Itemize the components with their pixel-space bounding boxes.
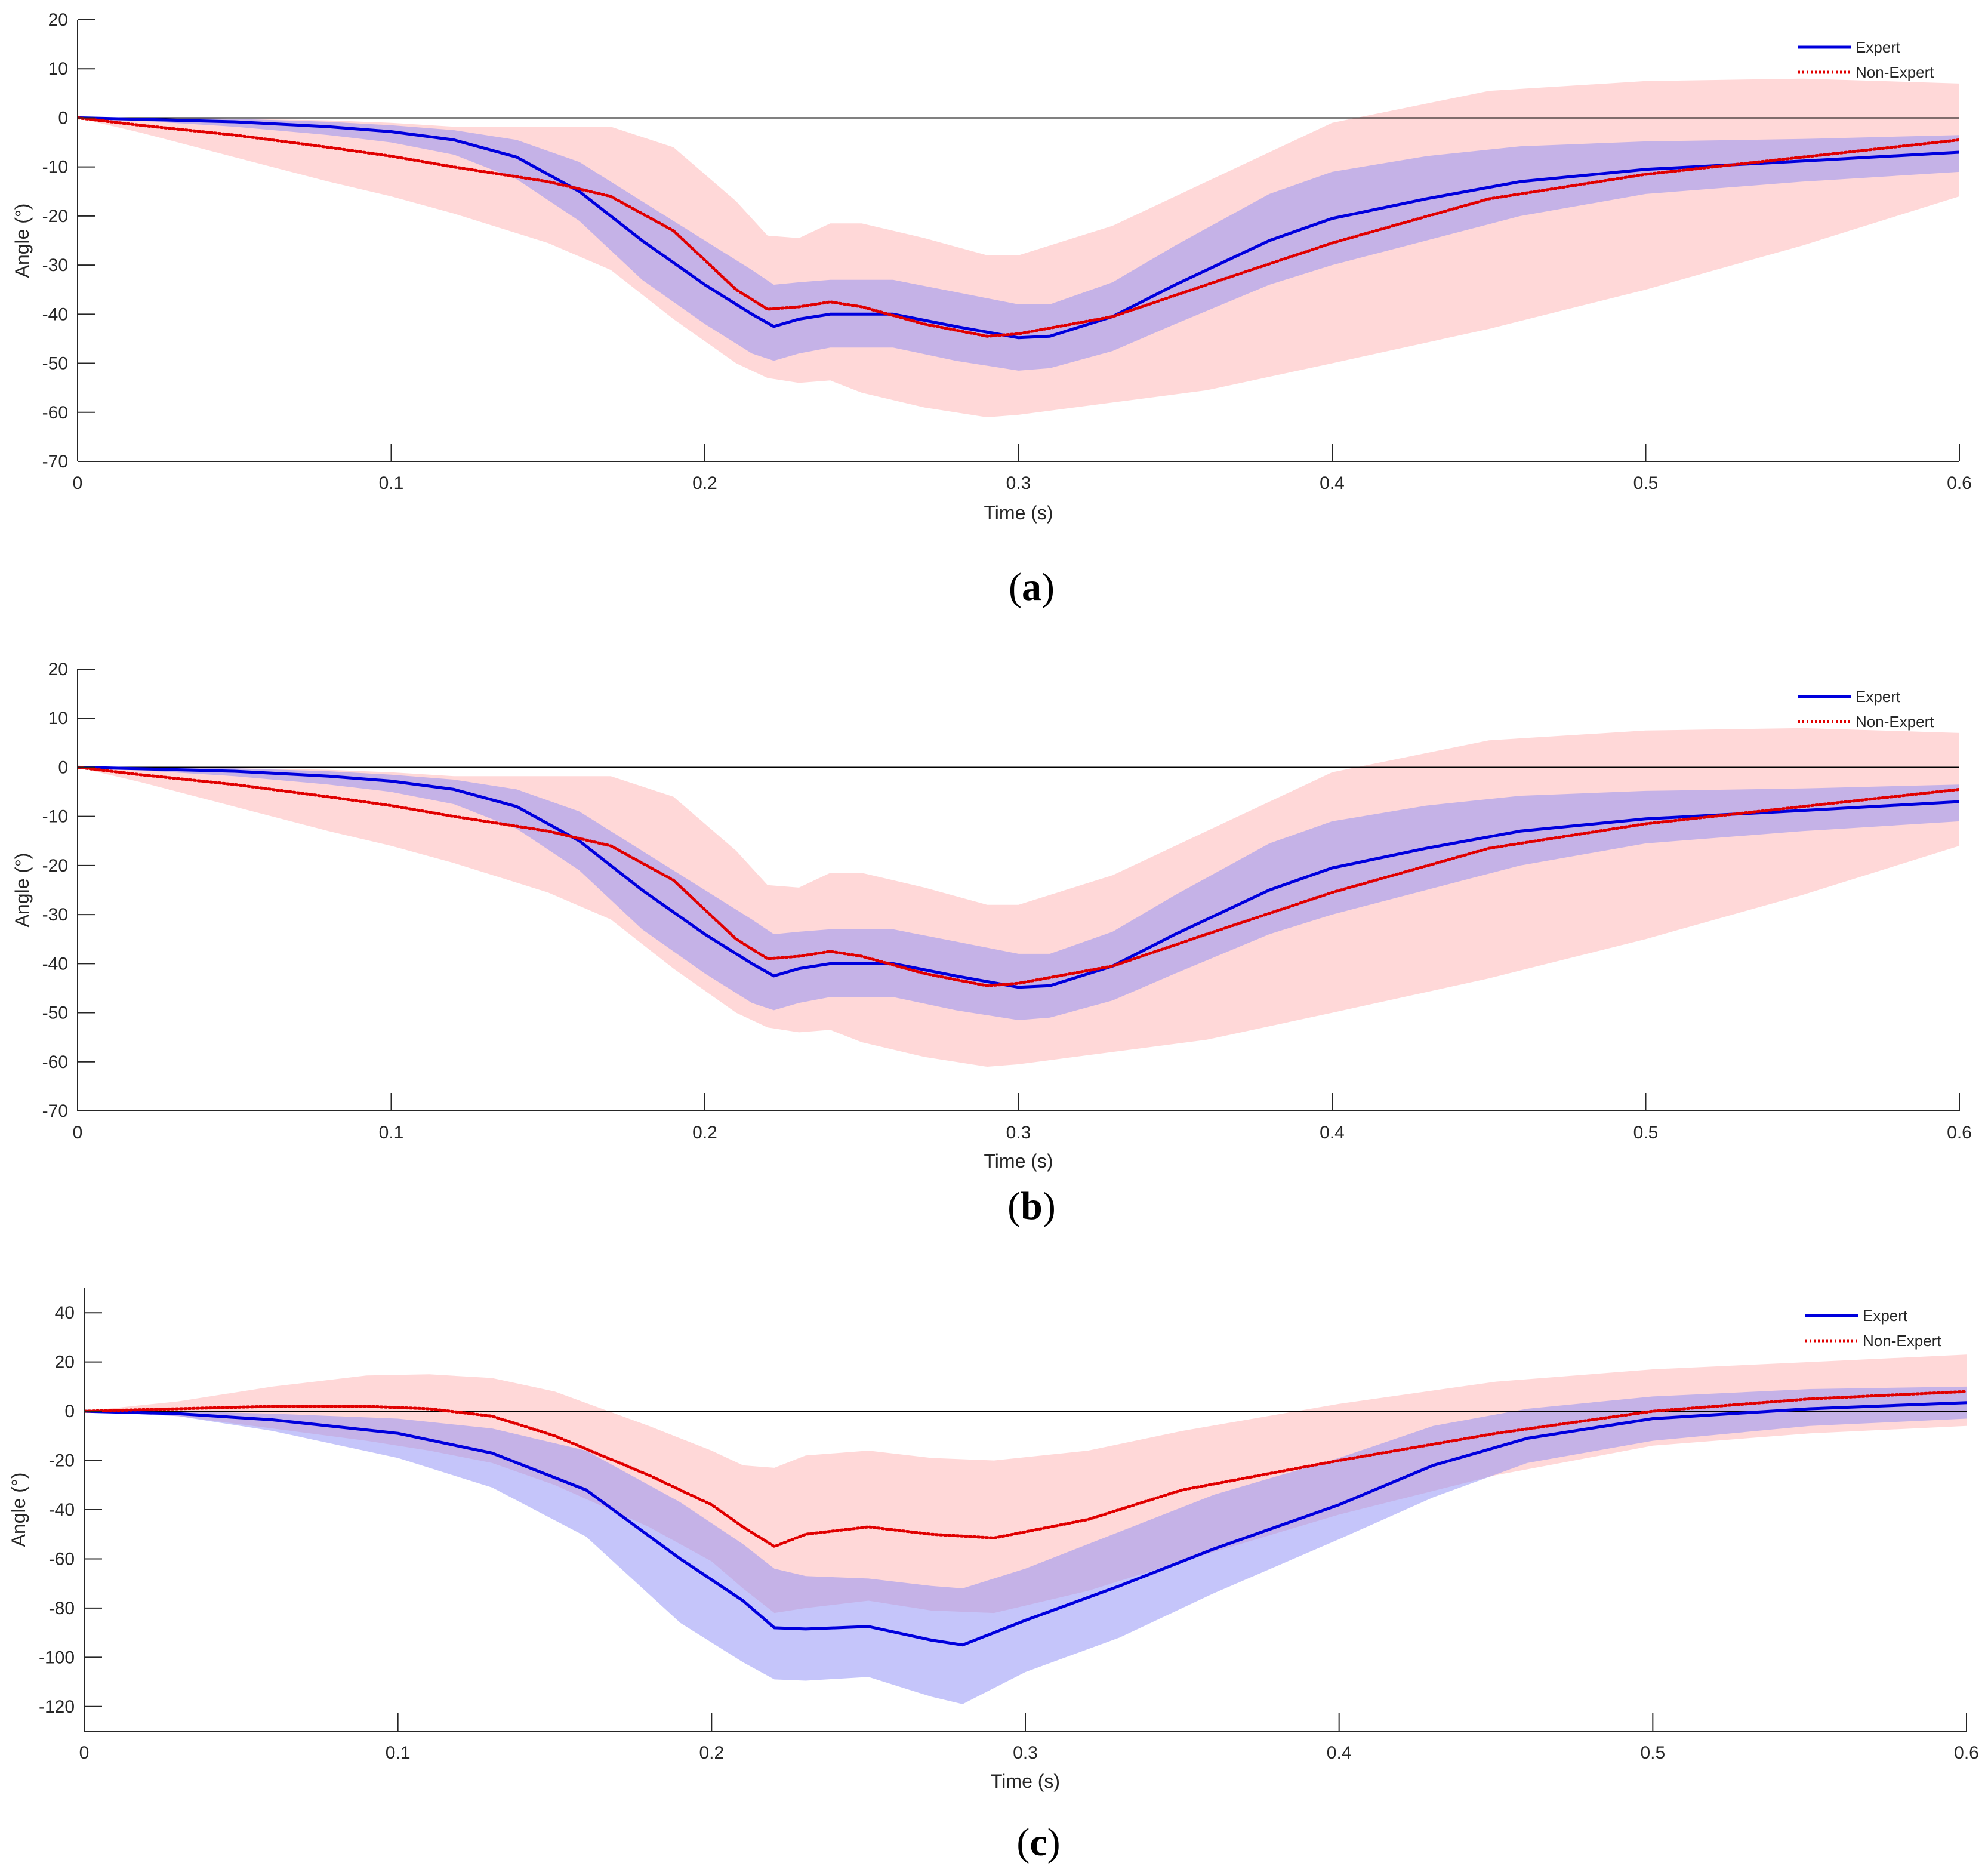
legend-expert-label: Expert xyxy=(1863,1307,1908,1325)
panel-label: (c) xyxy=(1016,1821,1060,1864)
x-tick-label: 0.2 xyxy=(692,473,717,493)
x-tick-label: 0.1 xyxy=(379,1123,404,1143)
x-tick-label: 0 xyxy=(79,1743,90,1763)
plot-area xyxy=(78,728,1959,1067)
y-tick-label: 40 xyxy=(55,1303,75,1323)
x-tick-label: 0 xyxy=(73,1123,83,1143)
legend-expert-label: Expert xyxy=(1856,38,1901,56)
x-tick-label: 0.6 xyxy=(1947,1123,1972,1143)
y-tick-label: 20 xyxy=(48,10,68,30)
x-tick-label: 0.3 xyxy=(1006,473,1031,493)
y-tick-label: -60 xyxy=(49,1549,75,1569)
y-tick-label: -10 xyxy=(42,807,68,827)
y-tick-label: -50 xyxy=(42,354,68,374)
y-tick-label: 20 xyxy=(55,1353,75,1372)
y-tick-label: -40 xyxy=(49,1500,75,1520)
x-tick-label: 0.6 xyxy=(1947,473,1972,493)
non-expert-series-line xyxy=(78,116,1959,338)
non-expert-series-line xyxy=(84,1390,1967,1548)
y-tick-label: 10 xyxy=(48,59,68,79)
expert-band xyxy=(84,1386,1967,1704)
x-tick-label: 0.5 xyxy=(1633,473,1659,493)
y-tick-label: -20 xyxy=(49,1451,75,1471)
y-axis-title: Angle (°) xyxy=(11,204,33,278)
y-tick-label: -70 xyxy=(42,452,68,472)
y-tick-label: 0 xyxy=(58,108,68,128)
expert-series-line xyxy=(78,116,1959,340)
chart-panel-3: 40 20 0 -20 -40 -60 -80 -100 -120 0 0.1 0.2 0.3 0.4 0.… xyxy=(8,1288,1979,1864)
y-tick-label: -40 xyxy=(42,304,68,324)
y-tick-label: 0 xyxy=(64,1402,75,1421)
expert-series-line xyxy=(78,765,1959,989)
legend-non-expert-label: Non-Expert xyxy=(1856,63,1934,81)
plot-area xyxy=(78,78,1959,417)
y-tick-label: -20 xyxy=(42,207,68,226)
y-tick-label: -30 xyxy=(42,905,68,925)
x-tick-label: 0.3 xyxy=(1006,1123,1031,1143)
legend-non-expert-label: Non-Expert xyxy=(1863,1332,1941,1350)
x-tick-label: 0.5 xyxy=(1640,1743,1665,1763)
plot-area xyxy=(84,1354,1967,1704)
legend-expert-label: Expert xyxy=(1856,688,1901,706)
y-tick-label: -120 xyxy=(39,1697,75,1717)
x-tick-label: 0.6 xyxy=(1954,1743,1979,1763)
x-tick-label: 0.4 xyxy=(1320,473,1345,493)
y-tick-label: -30 xyxy=(42,255,68,275)
legend-non-expert-label: Non-Expert xyxy=(1856,713,1934,731)
x-axis-title: Time (s) xyxy=(991,1771,1060,1792)
x-axis-title: Time (s) xyxy=(984,1150,1053,1172)
panel-label: (b) xyxy=(1007,1184,1056,1228)
x-axis-title: Time (s) xyxy=(984,502,1053,524)
y-tick-label: -10 xyxy=(42,158,68,177)
y-tick-label: -60 xyxy=(42,1052,68,1072)
x-tick-label: 0.1 xyxy=(386,1743,411,1763)
x-tick-label: 0.1 xyxy=(379,473,404,493)
y-tick-label: 0 xyxy=(58,758,68,777)
x-tick-label: 0.5 xyxy=(1633,1123,1659,1143)
y-tick-label: -20 xyxy=(42,856,68,876)
x-tick-label: 0.2 xyxy=(699,1743,724,1763)
panel-label: (a) xyxy=(1009,565,1055,609)
y-tick-label: 20 xyxy=(48,660,68,679)
y-tick-label: -60 xyxy=(42,403,68,423)
y-tick-label: -50 xyxy=(42,1003,68,1023)
x-tick-label: 0 xyxy=(73,473,83,493)
x-tick-label: 0.4 xyxy=(1320,1123,1345,1143)
expert-series-line xyxy=(84,1401,1967,1647)
y-tick-label: -80 xyxy=(49,1599,75,1618)
non-expert-series-line xyxy=(78,765,1959,987)
x-tick-label: 0.3 xyxy=(1013,1743,1038,1763)
y-tick-label: -70 xyxy=(42,1101,68,1121)
x-tick-label: 0.2 xyxy=(692,1123,717,1143)
x-tick-label: 0.4 xyxy=(1327,1743,1352,1763)
y-tick-label: -40 xyxy=(42,954,68,974)
y-axis-title: Angle (°) xyxy=(11,853,33,928)
y-tick-label: 10 xyxy=(48,709,68,728)
y-tick-label: -100 xyxy=(39,1648,75,1667)
y-axis-title: Angle (°) xyxy=(8,1473,29,1547)
